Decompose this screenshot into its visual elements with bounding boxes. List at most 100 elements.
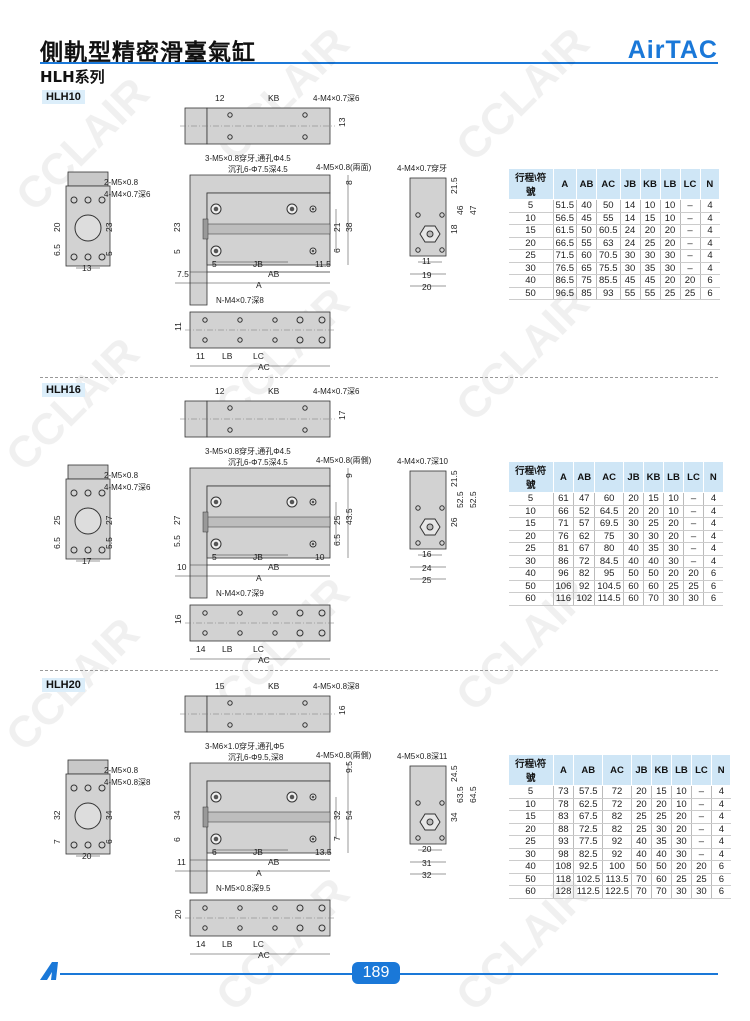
dimension-label-f-call3: 4-M5×0.8(兩面): [316, 163, 372, 172]
hole-icon: [415, 247, 421, 253]
table-row: 40 96 82 95 50 50 20 20 6: [508, 567, 723, 581]
table-cell: 50: [576, 224, 597, 238]
dimension-label-f-left: 23: [172, 222, 182, 232]
table-cell: 20: [659, 274, 680, 288]
dimension-label-f-left2: 5.5: [172, 535, 182, 547]
table-cell: 35: [639, 262, 660, 275]
hole-icon: [84, 784, 92, 792]
table-cell: 15: [650, 785, 672, 799]
dimension-label-s-3: 52.5: [468, 491, 478, 508]
hole-icon: [296, 924, 304, 932]
bore-icon: [74, 214, 102, 242]
table-row: 50 96.5 85 93 55 55 25 25 6: [508, 287, 720, 300]
table-cell: 35: [650, 835, 672, 849]
table-cell: 114.5: [594, 592, 624, 606]
column-header: LB: [659, 168, 681, 200]
dimension-label-t-kb: KB: [268, 93, 280, 103]
table-cell: 40: [508, 567, 553, 581]
table-cell: 62.5: [573, 798, 603, 811]
side-view-body: [409, 470, 447, 550]
table-cell: 67: [573, 542, 595, 556]
table-cell: 20: [630, 785, 652, 799]
hole-icon: [318, 904, 326, 912]
table-cell: 60: [508, 592, 553, 606]
dimension-label-f-left: 27: [172, 515, 182, 525]
dimension-label-e-w: 17: [82, 556, 92, 566]
page-title: 側軌型精密滑臺氣缸: [40, 40, 256, 66]
table-row: 60 128 112.5 122.5 70 70 30 30 6: [508, 885, 731, 899]
table-cell: 4: [703, 492, 723, 506]
table-cell: 55: [639, 287, 660, 300]
hole-icon: [296, 316, 304, 324]
dimension-label-b-lc: LC: [253, 644, 264, 654]
table-row: 40 86.5 75 85.5 45 45 20 20 6: [508, 274, 720, 288]
table-cell: 72: [573, 555, 595, 568]
column-header: AC: [602, 754, 632, 786]
table-cell: 75: [576, 274, 597, 288]
table-cell: 25: [630, 823, 652, 836]
table-cell: 70.5: [596, 249, 620, 263]
table-cell: 4: [710, 798, 731, 811]
dimension-label-e-2: 27: [104, 515, 114, 525]
hole-icon: [439, 800, 445, 806]
table-row: 30 98 82.5 92 40 40 30–4: [508, 848, 731, 861]
dimension-label-f-a: A: [256, 573, 262, 583]
table-cell: 78: [552, 798, 574, 811]
table-row: 60 116 102 114.5 60 70 30 30 6: [508, 592, 723, 606]
dimension-label-f-mid: 21: [332, 222, 342, 232]
table-cell: 20: [659, 237, 680, 250]
table-cell: 25: [643, 517, 664, 531]
table-cell: 25: [508, 542, 553, 556]
table-cell: 30: [690, 885, 712, 899]
dimension-label-s-w2: 31: [422, 858, 432, 868]
table-cell: 71.5: [552, 249, 577, 263]
model-label: HLH20: [42, 678, 85, 692]
table-cell: 57: [573, 517, 595, 531]
column-header: AC: [596, 168, 621, 200]
hole-icon: [302, 700, 308, 706]
column-header: AB: [573, 754, 604, 786]
dimension-label-b-l: 14: [196, 939, 206, 949]
table-cell: –: [690, 785, 712, 799]
table-cell: 30: [623, 517, 644, 531]
table-cell: 77.5: [573, 835, 603, 849]
table-cell: 70: [630, 885, 652, 899]
dimension-label-b-lb: LB: [222, 644, 233, 654]
table-cell: 10: [663, 492, 684, 506]
dimension-label-f-bot: 6: [332, 248, 342, 253]
dimension-label-b-call: N-M4×0.7深8: [216, 296, 264, 305]
table-cell: 80: [594, 542, 624, 556]
table-cell: 40: [576, 199, 597, 213]
dimension-label-s-1: 21.5: [449, 177, 459, 194]
table-cell: 75: [594, 530, 624, 543]
table-row: 25 81 67 80 40 35 30–4: [508, 542, 723, 556]
table-cell: –: [683, 492, 704, 506]
dimension-label-f-ab: AB: [268, 269, 280, 279]
dimension-label-f-r: 10: [315, 552, 325, 562]
table-cell: 30: [663, 555, 684, 568]
table-cell: 70: [643, 592, 664, 606]
table-cell: 60: [576, 249, 597, 263]
dimension-label-f-ab: AB: [268, 857, 280, 867]
hole-icon: [70, 489, 78, 497]
table-cell: 64.5: [594, 505, 624, 518]
dimension-label-s-w2: 19: [422, 270, 432, 280]
hole-icon: [272, 905, 278, 911]
table-cell: 40: [623, 555, 644, 568]
header-divider: [40, 62, 718, 64]
table-cell: 55: [619, 287, 640, 300]
hole-icon: [415, 505, 421, 511]
table-cell: 30: [659, 262, 680, 275]
dimension-label-b-h: 20: [173, 909, 183, 919]
airtac-logo: AirTAC: [627, 36, 718, 64]
dimension-label-s-1: 24.5: [449, 765, 459, 782]
table-cell: 56.5: [552, 212, 577, 225]
hole-icon: [439, 505, 445, 511]
table-cell: 86.5: [552, 274, 577, 288]
dimension-label-f-tot: 43.5: [344, 508, 354, 525]
table-cell: 25: [663, 580, 684, 593]
table-cell: 70: [650, 885, 672, 899]
hole-icon: [202, 925, 208, 931]
table-cell: 85: [576, 287, 597, 300]
